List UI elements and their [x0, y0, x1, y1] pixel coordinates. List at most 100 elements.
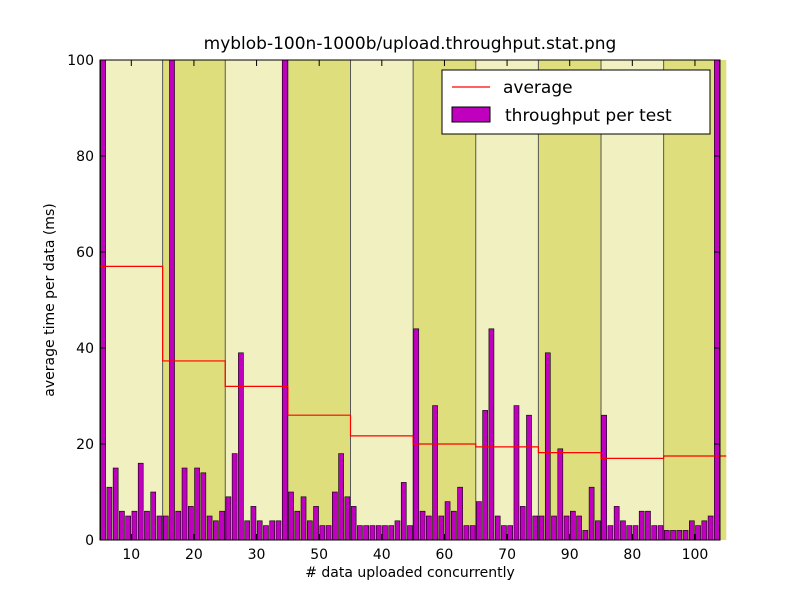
y-tick-label: 0 — [85, 533, 94, 549]
bar — [457, 486, 463, 541]
y-tick-label: 40 — [76, 341, 94, 357]
bar — [670, 530, 676, 541]
legend-throughput-label: throughput per test — [505, 106, 672, 126]
average-step-line — [100, 265, 727, 459]
bar — [238, 352, 244, 541]
bar — [519, 506, 526, 541]
x-tick-label: 100 — [682, 547, 709, 563]
bar — [125, 515, 131, 541]
bar — [601, 414, 607, 541]
bar — [501, 525, 507, 541]
bar — [175, 510, 182, 541]
bar — [269, 520, 276, 541]
bars — [100, 59, 720, 541]
bar — [263, 525, 269, 541]
bar — [357, 525, 363, 541]
bar — [275, 520, 282, 541]
bar — [413, 328, 420, 541]
bar — [476, 501, 482, 541]
bar — [369, 525, 376, 541]
bar — [300, 496, 307, 541]
bar — [419, 510, 426, 541]
legend-throughput-swatch — [451, 106, 491, 123]
x-tick-label: 60 — [436, 547, 454, 563]
bar — [444, 501, 451, 541]
x-axis-label: # data uploaded concurrently — [305, 565, 515, 581]
bar — [513, 405, 520, 541]
bar — [632, 525, 639, 541]
bar — [119, 510, 125, 541]
bar — [112, 467, 119, 541]
bar — [313, 506, 319, 541]
bar — [463, 525, 470, 541]
bar — [162, 515, 169, 541]
bar — [231, 453, 238, 541]
bar — [206, 515, 213, 541]
bar — [714, 59, 720, 541]
bar — [400, 482, 407, 541]
bar — [557, 448, 564, 541]
average-line — [100, 265, 727, 459]
bar — [131, 510, 138, 541]
x-tick-label: 90 — [561, 547, 579, 563]
bar — [407, 525, 413, 541]
bar — [137, 462, 144, 541]
x-tick-label: 20 — [185, 547, 203, 563]
bar — [382, 525, 388, 541]
bar — [219, 510, 225, 541]
bar — [338, 453, 344, 541]
y-tick-label: 60 — [76, 245, 94, 261]
bar — [325, 525, 332, 541]
bar — [394, 520, 401, 541]
legend-box — [441, 69, 711, 135]
bar — [507, 525, 514, 541]
bar — [144, 510, 150, 541]
x-tick-label: 50 — [310, 547, 328, 563]
bar — [588, 486, 595, 541]
bar — [319, 525, 326, 541]
legend-average-label: average — [503, 78, 573, 98]
bar — [100, 59, 106, 541]
bar — [169, 59, 175, 541]
y-axis-label: average time per data (ms) — [42, 203, 58, 396]
bar — [294, 510, 301, 541]
bar — [213, 520, 219, 541]
bar — [563, 515, 570, 541]
bar — [526, 414, 532, 541]
bar — [488, 328, 495, 541]
bar — [250, 506, 257, 541]
bar — [532, 515, 539, 541]
bar — [188, 506, 194, 541]
bar — [451, 510, 457, 541]
bar — [607, 525, 614, 541]
chart-title: myblob-100n-1000b/upload.throughput.stat… — [204, 34, 617, 54]
bar — [651, 525, 658, 541]
bar — [306, 520, 313, 541]
bar — [626, 525, 632, 541]
bar — [551, 515, 557, 541]
bar — [576, 515, 582, 541]
bar — [344, 496, 351, 541]
x-tick-label: 10 — [122, 547, 140, 563]
bar — [582, 530, 589, 541]
bar — [620, 520, 626, 541]
bar — [676, 530, 683, 541]
bar — [181, 467, 188, 541]
bar — [363, 525, 369, 541]
group-band — [100, 60, 163, 540]
x-tick-label: 70 — [498, 547, 516, 563]
bar — [225, 496, 232, 541]
bar — [200, 472, 207, 541]
bar — [156, 515, 163, 541]
legend: average throughput per test — [441, 69, 711, 135]
x-tick-label: 30 — [248, 547, 266, 563]
bar — [663, 530, 670, 541]
y-axis: 0 20 40 60 80 100 — [67, 53, 720, 549]
bar — [494, 515, 501, 541]
bar — [281, 59, 288, 541]
group-band — [601, 60, 664, 540]
bar — [707, 515, 714, 541]
bar — [150, 491, 157, 541]
bar — [482, 410, 488, 541]
